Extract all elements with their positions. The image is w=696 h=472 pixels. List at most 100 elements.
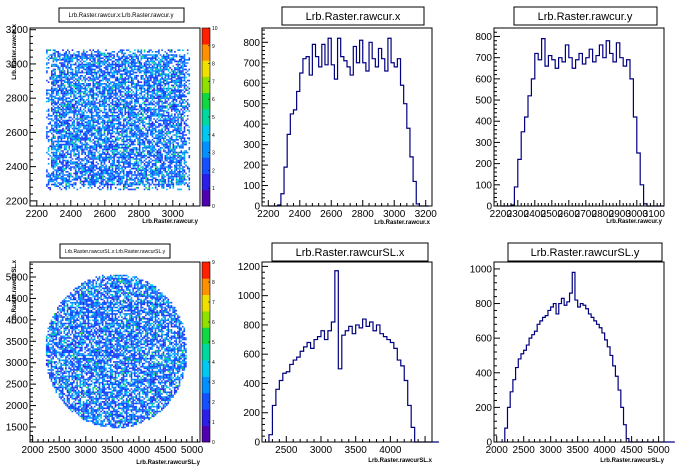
x-tick-label: 5000 xyxy=(647,445,670,456)
histogram-line xyxy=(500,37,664,207)
palette-swatch xyxy=(202,409,210,426)
y-tick-label: 500 xyxy=(243,99,260,110)
x-axis-label: Lrb.Raster.rawcurSL.x xyxy=(368,458,432,464)
palette-tick-label: 2 xyxy=(212,168,215,174)
palette-swatch xyxy=(202,262,210,279)
palette-tick-label: 0 xyxy=(212,204,215,210)
x-axis-label: Lrb.Raster.rawcur.x xyxy=(374,220,430,226)
palette-tick-label: 1 xyxy=(212,186,215,192)
y-axis-label: Lrb.Raster.rawcur.x xyxy=(12,23,18,79)
palette-frame xyxy=(201,261,211,443)
axes: 2200 2400 2600 2800 3000 2200 2400 2600 2800 3000… xyxy=(6,25,201,220)
y-tick-label: 1500 xyxy=(6,423,29,434)
y-tick-label: 2200 xyxy=(6,196,29,207)
plot-frame xyxy=(29,27,201,207)
y-tick-label: 3500 xyxy=(6,337,29,348)
axes: 2000 2500 3000 3500 4000 4500 5000 0 200 400 600 80… xyxy=(470,261,670,456)
palette-tick-label: 9 xyxy=(212,44,215,50)
heatmap-cells xyxy=(47,279,184,424)
y-tick-label: 500 xyxy=(475,96,492,107)
heatmap-cells xyxy=(47,274,187,429)
histogram-rawcur-y: Lrb.Raster.rawcur.y 22002300240025002600… xyxy=(475,6,666,225)
palette-swatch xyxy=(202,157,210,174)
axes: 2000 2500 3000 3500 4000 4500 5000150020002500… xyxy=(6,261,204,456)
y-tick-label: 200 xyxy=(243,161,260,172)
plot-title: Lrb.Raster.rawcurSL.x:Lrb.Raster.rawcurS… xyxy=(65,249,166,255)
palette-swatch xyxy=(202,278,210,296)
palette-swatch xyxy=(202,189,210,207)
y-tick-label: 800 xyxy=(243,320,260,331)
y-tick-label: 1200 xyxy=(238,262,261,273)
plot-area xyxy=(46,49,191,191)
palette-tick-label: 1 xyxy=(212,420,215,426)
y-tick-label: 600 xyxy=(475,74,492,85)
palette-swatch xyxy=(202,28,210,45)
x-tick-label: 2500 xyxy=(275,445,298,456)
plot-area xyxy=(45,274,187,429)
palette-tick-label: 3 xyxy=(212,380,215,386)
x-tick-label: 2600 xyxy=(320,209,343,220)
plot-title: Lrb.Raster.rawcur.x:Lrb.Raster.rawcur.y xyxy=(68,13,173,19)
x-tick-label: 3500 xyxy=(567,445,590,456)
x-tick-label: 2600 xyxy=(558,209,581,220)
title-box xyxy=(271,242,429,262)
palette-tick-label: 5 xyxy=(212,340,215,346)
x-tick-label: 2000 xyxy=(22,445,45,456)
axes: 2200 2400 2600 2800 3000 3200 0 100 200 300 400 500… xyxy=(243,27,437,220)
plot-area xyxy=(500,37,664,207)
histogram-rawcur-x: Lrb.Raster.rawcur.x 2200 2400 2600 2800 3000… xyxy=(243,6,437,226)
x-tick-label: 2800 xyxy=(592,209,615,220)
color-palette: 0 1 2 3 4 5 6 7 8 9 10 xyxy=(201,26,218,210)
x-tick-label: 3100 xyxy=(643,209,666,220)
pad-rawcurSL-x: Lrb.Raster.rawcurSL.x 2500 3000 3500 4000 0 2… xyxy=(232,236,464,472)
x-tick-label: 2500 xyxy=(48,445,71,456)
palette-swatch xyxy=(202,376,210,394)
palette-tick-label: 10 xyxy=(212,26,218,32)
x-tick-label: 4500 xyxy=(154,445,177,456)
histogram-line xyxy=(268,37,429,207)
plot-frame xyxy=(261,27,433,207)
y-tick-label: 0 xyxy=(254,438,260,449)
plot-area xyxy=(504,271,675,443)
y-tick-label: 200 xyxy=(475,159,492,170)
plot-title: Lrb.Raster.rawcurSL.x xyxy=(296,247,405,259)
x-tick-label: 4500 xyxy=(620,445,643,456)
y-tick-label: 200 xyxy=(475,403,492,414)
palette-swatch xyxy=(202,125,210,142)
x-axis-label: Lrb.Raster.rawcurSL.y xyxy=(136,460,200,466)
palette-tick-label: 2 xyxy=(212,400,215,406)
palette-swatch xyxy=(202,360,210,377)
x-tick-label: 2400 xyxy=(60,209,83,220)
y-tick-label: 3200 xyxy=(6,25,29,36)
y-tick-label: 100 xyxy=(475,180,492,191)
y-tick-label: 2400 xyxy=(6,162,29,173)
x-tick-label: 5000 xyxy=(181,445,204,456)
x-tick-label: 2500 xyxy=(513,445,536,456)
x-axis-label: Lrb.Raster.rawcur.y xyxy=(142,219,198,225)
x-tick-label: 3000 xyxy=(626,209,649,220)
palette-tick-label: 9 xyxy=(212,260,215,266)
y-tick-label: 2500 xyxy=(6,380,29,391)
y-tick-label: 400 xyxy=(475,117,492,128)
palette-tick-label: 4 xyxy=(212,133,215,139)
axes: 2200230024002500260027002800290030003100… xyxy=(475,27,666,220)
x-tick-label: 2200 xyxy=(490,209,513,220)
palette-tick-label: 5 xyxy=(212,115,215,121)
x-tick-label: 2300 xyxy=(507,209,530,220)
plot-title: Lrb.Raster.rawcurSL.y xyxy=(531,247,640,259)
title-box xyxy=(58,7,185,23)
x-tick-label: 2800 xyxy=(352,209,375,220)
y-tick-label: 600 xyxy=(243,350,260,361)
palette-swatch xyxy=(202,425,210,443)
title-box xyxy=(59,243,171,259)
x-tick-label: 2700 xyxy=(575,209,598,220)
color-palette: 0 1 2 3 4 5 6 7 8 9 xyxy=(201,260,215,446)
y-tick-label: 400 xyxy=(243,120,260,131)
title-box xyxy=(507,242,663,262)
pad-rawcurSL-2d: Lrb.Raster.rawcurSL.x:Lrb.Raster.rawcurS… xyxy=(0,236,232,472)
plot-area xyxy=(268,270,439,443)
palette-swatch xyxy=(202,108,210,126)
y-tick-label: 800 xyxy=(243,38,260,49)
x-tick-label: 2600 xyxy=(94,209,117,220)
x-tick-label: 3000 xyxy=(310,445,333,456)
